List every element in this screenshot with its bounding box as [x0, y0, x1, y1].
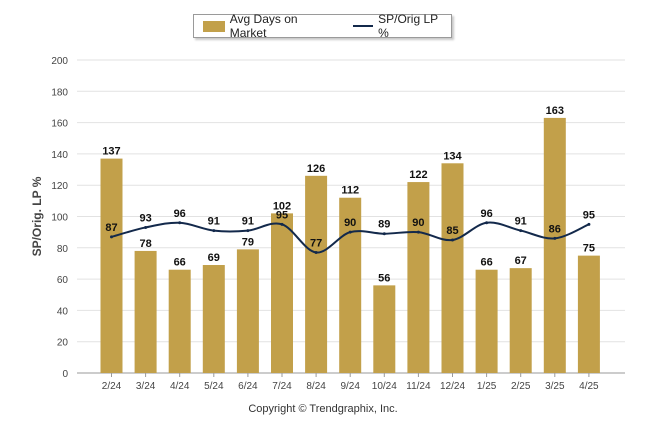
x-tick-label: 12/24	[440, 381, 465, 392]
bar-value-label: 163	[546, 105, 564, 117]
x-tick-label: 6/24	[238, 381, 258, 392]
y-tick-label: 0	[62, 369, 68, 380]
line-point	[553, 236, 557, 240]
legend-item-bars: Avg Days on Market	[203, 12, 336, 40]
bar	[475, 269, 498, 373]
bar	[236, 249, 259, 373]
bar	[271, 213, 293, 373]
line-value-label: 85	[446, 225, 458, 237]
line-value-label: 91	[242, 216, 254, 228]
x-tick-label: 11/24	[406, 381, 431, 392]
line-value-label: 90	[412, 217, 424, 229]
bar	[543, 117, 566, 373]
legend-bar-swatch	[203, 20, 225, 32]
line-point	[110, 235, 113, 239]
x-tick-label: 4/25	[579, 381, 599, 392]
line-point	[587, 222, 591, 226]
legend-line-swatch	[353, 25, 374, 27]
y-tick-label: 60	[57, 275, 69, 286]
y-axis-label: SP/Orig. LP %	[30, 176, 44, 256]
x-tick-label: 7/24	[272, 381, 292, 392]
line-point	[485, 221, 489, 225]
line-point	[280, 222, 284, 226]
line-point	[246, 229, 250, 233]
y-tick-label: 100	[51, 213, 68, 224]
x-tick-label: 5/24	[204, 381, 224, 392]
bar	[168, 269, 191, 373]
bar-value-label: 79	[242, 236, 254, 248]
bar-value-label: 122	[409, 169, 427, 181]
x-tick-label: 8/24	[306, 381, 326, 392]
y-tick-label: 140	[51, 150, 68, 161]
bar	[441, 163, 464, 373]
line-value-label: 95	[276, 209, 288, 221]
y-tick-label: 20	[57, 338, 69, 349]
line-point	[314, 250, 318, 254]
bar-value-label: 56	[378, 272, 390, 284]
line-value-label: 87	[105, 222, 117, 234]
line-point	[451, 238, 454, 242]
line-point	[382, 232, 386, 236]
line-value-label: 89	[378, 219, 390, 231]
x-tick-label: 1/25	[477, 381, 497, 392]
bar-value-label: 75	[583, 243, 595, 255]
x-tick-label: 3/24	[136, 381, 156, 392]
line-value-label: 96	[480, 208, 492, 220]
legend-bar-label: Avg Days on Market	[229, 12, 298, 40]
bar-value-label: 134	[443, 150, 462, 162]
bar	[577, 255, 600, 373]
x-tick-label: 9/24	[340, 381, 360, 392]
x-tick-label: 3/25	[545, 381, 565, 392]
y-tick-label: 80	[57, 244, 69, 255]
copyright-text: Copyright © Trendgraphix, Inc.	[248, 403, 398, 415]
bar	[100, 158, 123, 373]
line-value-label: 91	[208, 216, 220, 228]
line-point	[519, 229, 523, 233]
line-value-label: 77	[310, 237, 322, 249]
line-value-label: 91	[515, 216, 527, 228]
bar-value-label: 102	[273, 200, 291, 212]
bar-value-label: 78	[139, 238, 151, 250]
y-tick-label: 180	[51, 87, 68, 98]
x-tick-label: 2/24	[102, 381, 122, 392]
bar	[134, 250, 157, 373]
line-point	[212, 229, 216, 233]
legend-line-label: SP/Orig LP %	[378, 12, 438, 40]
line-point	[144, 225, 148, 229]
y-tick-label: 160	[51, 119, 68, 130]
bar-value-label: 69	[208, 252, 220, 264]
bar	[305, 175, 328, 373]
bar	[373, 285, 396, 373]
bar	[339, 197, 362, 373]
bar	[509, 268, 532, 373]
legend: Avg Days on Market SP/Orig LP %	[193, 12, 452, 40]
y-tick-label: 200	[51, 56, 68, 67]
bar-value-label: 137	[102, 146, 120, 158]
line-value-label: 93	[139, 212, 151, 224]
bar-value-label: 112	[341, 185, 359, 197]
bar-value-label: 66	[174, 257, 186, 269]
bar	[407, 182, 430, 373]
bar-value-label: 126	[307, 163, 325, 175]
y-tick-label: 40	[57, 306, 69, 317]
line-value-label: 90	[344, 217, 356, 229]
line-point	[416, 230, 420, 234]
bar-value-label: 66	[480, 257, 492, 269]
line-point	[178, 221, 182, 225]
bar-value-label: 67	[515, 255, 527, 267]
bar	[202, 265, 225, 373]
x-tick-label: 10/24	[372, 381, 397, 392]
line-value-label: 86	[549, 223, 561, 235]
y-tick-label: 120	[51, 181, 68, 192]
line-value-label: 95	[583, 209, 595, 221]
x-tick-label: 4/24	[170, 381, 190, 392]
line-point	[348, 230, 352, 234]
x-tick-label: 2/25	[511, 381, 531, 392]
line-value-label: 96	[174, 208, 186, 220]
legend-item-line: SP/Orig LP %	[345, 12, 451, 40]
